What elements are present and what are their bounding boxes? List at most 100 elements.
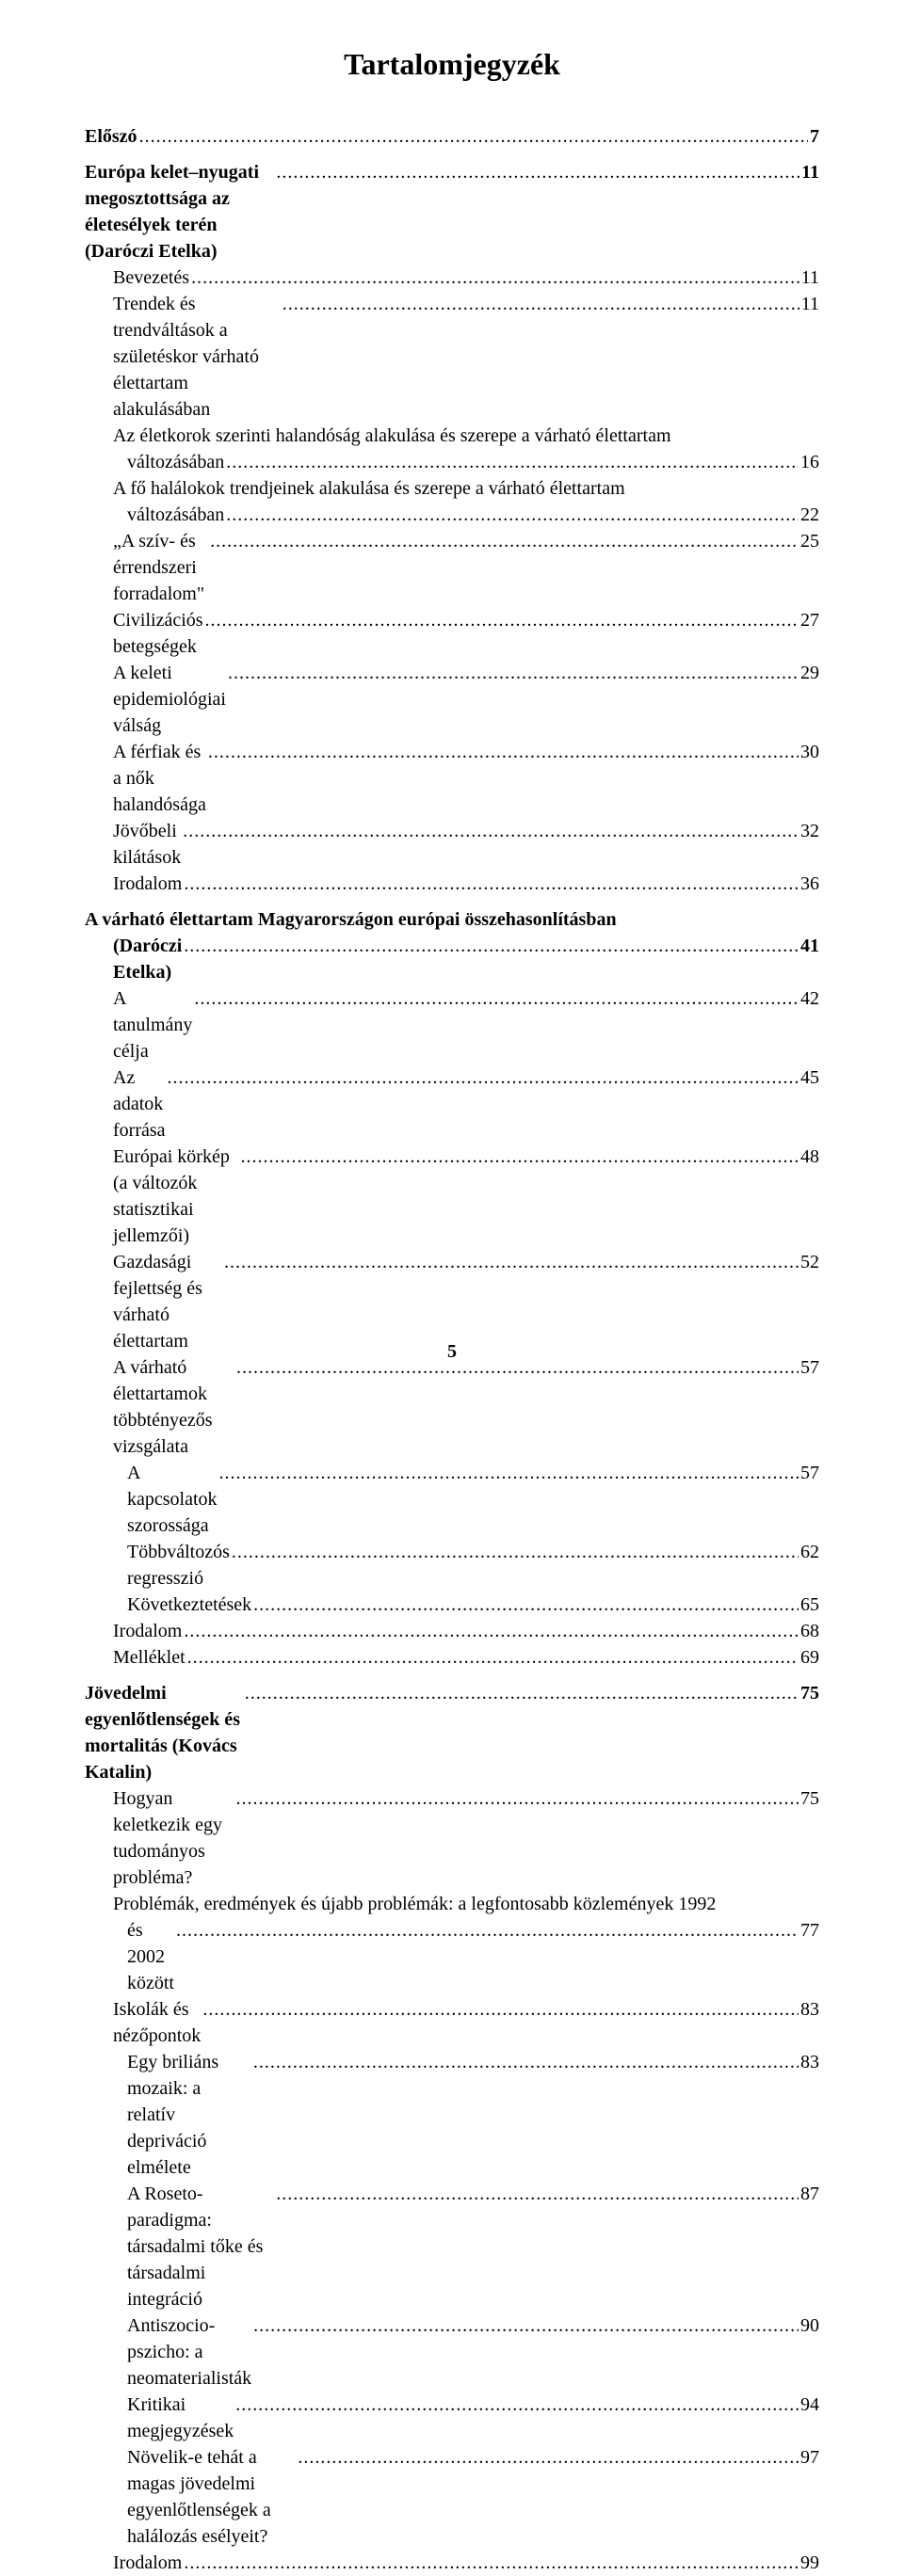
toc-label: Bevezetés	[113, 264, 189, 291]
toc-page: 25	[800, 528, 819, 554]
toc-entry: A várható élettartam Magyarországon euró…	[85, 906, 819, 933]
toc-page: 52	[800, 1249, 819, 1275]
toc-leader	[232, 1539, 799, 1565]
toc-entry: Kritikai megjegyzések 94	[85, 2392, 819, 2444]
toc-page: 99	[800, 2550, 819, 2576]
toc-label: változásában	[127, 449, 224, 475]
toc-leader	[253, 1592, 799, 1618]
toc-page: 48	[800, 1144, 819, 1170]
toc-label: Kritikai megjegyzések	[127, 2392, 234, 2444]
toc-entry: Bevezetés 11	[85, 264, 819, 291]
toc-entry: Problémák, eredmények és újabb problémák…	[85, 1891, 819, 1917]
toc-leader	[276, 159, 799, 185]
toc-page: 7	[810, 123, 819, 150]
toc-page: 42	[800, 985, 819, 1012]
toc-entry: Európai körkép (a változók statisztikai …	[85, 1144, 819, 1249]
toc-page: 87	[800, 2181, 819, 2207]
toc-label: A várható élettartamok többtényezős vizs…	[113, 1354, 234, 1460]
toc-page: 77	[800, 1917, 819, 1944]
toc-label: Jövőbeli kilátások	[113, 818, 181, 871]
toc-label: Európa kelet–nyugati megosztottsága az é…	[85, 159, 274, 264]
toc-leader	[208, 739, 799, 765]
toc-leader	[245, 1680, 799, 1706]
toc-entry-continuation: változásában 16	[85, 449, 819, 475]
page-number: 5	[0, 1341, 904, 1363]
toc-label: Civilizációs betegségek	[113, 607, 203, 660]
page: Tartalomjegyzék Előszó 7Európa kelet–nyu…	[0, 0, 904, 1400]
toc-leader	[184, 2550, 799, 2576]
toc-leader	[228, 660, 799, 686]
toc-leader	[219, 1460, 799, 1486]
toc-leader	[205, 607, 799, 633]
toc-entry: Egy briliáns mozaik: a relatív depriváci…	[85, 2049, 819, 2181]
toc-label: A várható élettartam Magyarországon euró…	[85, 906, 617, 933]
toc-entry: Irodalom 99	[85, 2550, 819, 2576]
toc-label: A Roseto-paradigma: társadalmi tőke és t…	[127, 2181, 274, 2312]
toc-leader	[253, 2312, 799, 2339]
toc-entry: Irodalom 68	[85, 1618, 819, 1644]
toc-entry: Jövőbeli kilátások 32	[85, 818, 819, 871]
toc-label: A fő halálokok trendjeinek alakulása és …	[113, 475, 625, 502]
toc-leader	[139, 123, 808, 150]
toc-entry-continuation: és 2002 között 77	[85, 1917, 819, 1996]
toc-entry: A Roseto-paradigma: társadalmi tőke és t…	[85, 2181, 819, 2312]
toc-label: Következtetések	[127, 1592, 251, 1618]
toc-entry: Hogyan keletkezik egy tudományos problém…	[85, 1785, 819, 1891]
toc-label: „A szív- és érrendszeri forradalom"	[113, 528, 208, 607]
toc-leader	[282, 291, 799, 317]
toc-label: A férfiak és a nők halandósága	[113, 739, 206, 818]
toc-leader	[241, 1144, 799, 1170]
toc-leader	[184, 1618, 799, 1644]
toc-entry: A férfiak és a nők halandósága 30	[85, 739, 819, 818]
toc-page: 90	[800, 2312, 819, 2339]
toc-entry: Trendek és trendváltások a születéskor v…	[85, 291, 819, 423]
toc-entry-continuation: (Daróczi Etelka) 41	[85, 933, 819, 985]
toc-label: Előszó	[85, 123, 137, 150]
toc-leader	[298, 2444, 799, 2471]
toc-leader	[276, 2181, 799, 2207]
toc-leader	[183, 818, 799, 844]
toc-page: 94	[800, 2392, 819, 2418]
toc-page: 16	[800, 449, 819, 475]
toc-entry: Jövedelmi egyenlőtlenségek és mortalitás…	[85, 1680, 819, 1785]
toc-entry: A kapcsolatok szorossága 57	[85, 1460, 819, 1539]
toc-label: Melléklet	[113, 1644, 186, 1671]
toc-entry: Többváltozós regresszió 62	[85, 1539, 819, 1592]
toc-page: 83	[800, 1996, 819, 2023]
toc-page: 41	[800, 933, 819, 959]
toc-entry: Irodalom 36	[85, 871, 819, 897]
toc-page: 11	[801, 264, 819, 291]
toc-page: 11	[801, 159, 819, 185]
toc-page: 68	[800, 1618, 819, 1644]
toc-page: 75	[800, 1680, 819, 1706]
toc-page: 36	[800, 871, 819, 897]
toc-page: 57	[800, 1460, 819, 1486]
toc-label: Trendek és trendváltások a születéskor v…	[113, 291, 281, 423]
toc-label: változásában	[127, 502, 224, 528]
toc-entry: Civilizációs betegségek 27	[85, 607, 819, 660]
toc-label: (Daróczi Etelka)	[113, 933, 182, 985]
toc-leader	[168, 1064, 799, 1091]
toc-entry: Antiszocio-pszicho: a neomaterialisták 9…	[85, 2312, 819, 2392]
toc-leader	[184, 933, 799, 959]
toc-entry: A fő halálokok trendjeinek alakulása és …	[85, 475, 819, 502]
toc-leader	[184, 871, 799, 897]
toc-entry: A tanulmány célja 42	[85, 985, 819, 1064]
toc-label: Antiszocio-pszicho: a neomaterialisták	[127, 2312, 251, 2392]
toc-leader	[187, 1644, 799, 1671]
toc-label: Az adatok forrása	[113, 1064, 166, 1144]
toc-entry-continuation: változásában 22	[85, 502, 819, 528]
toc-entry: Előszó 7	[85, 123, 819, 150]
toc-entry: Melléklet 69	[85, 1644, 819, 1671]
toc-entry: A várható élettartamok többtényezős vizs…	[85, 1354, 819, 1460]
toc-label: Európai körkép (a változók statisztikai …	[113, 1144, 239, 1249]
toc-entry: Iskolák és nézőpontok 83	[85, 1996, 819, 2049]
toc-label: Hogyan keletkezik egy tudományos problém…	[113, 1785, 234, 1891]
toc-page: 30	[800, 739, 819, 765]
toc-page: 32	[800, 818, 819, 844]
toc-label: Egy briliáns mozaik: a relatív depriváci…	[127, 2049, 251, 2181]
toc-leader	[235, 1785, 799, 1812]
toc-label: Iskolák és nézőpontok	[113, 1996, 201, 2049]
toc-entry: A keleti epidemiológiai válság 29	[85, 660, 819, 739]
toc-label: Az életkorok szerinti halandóság alakulá…	[113, 423, 671, 449]
